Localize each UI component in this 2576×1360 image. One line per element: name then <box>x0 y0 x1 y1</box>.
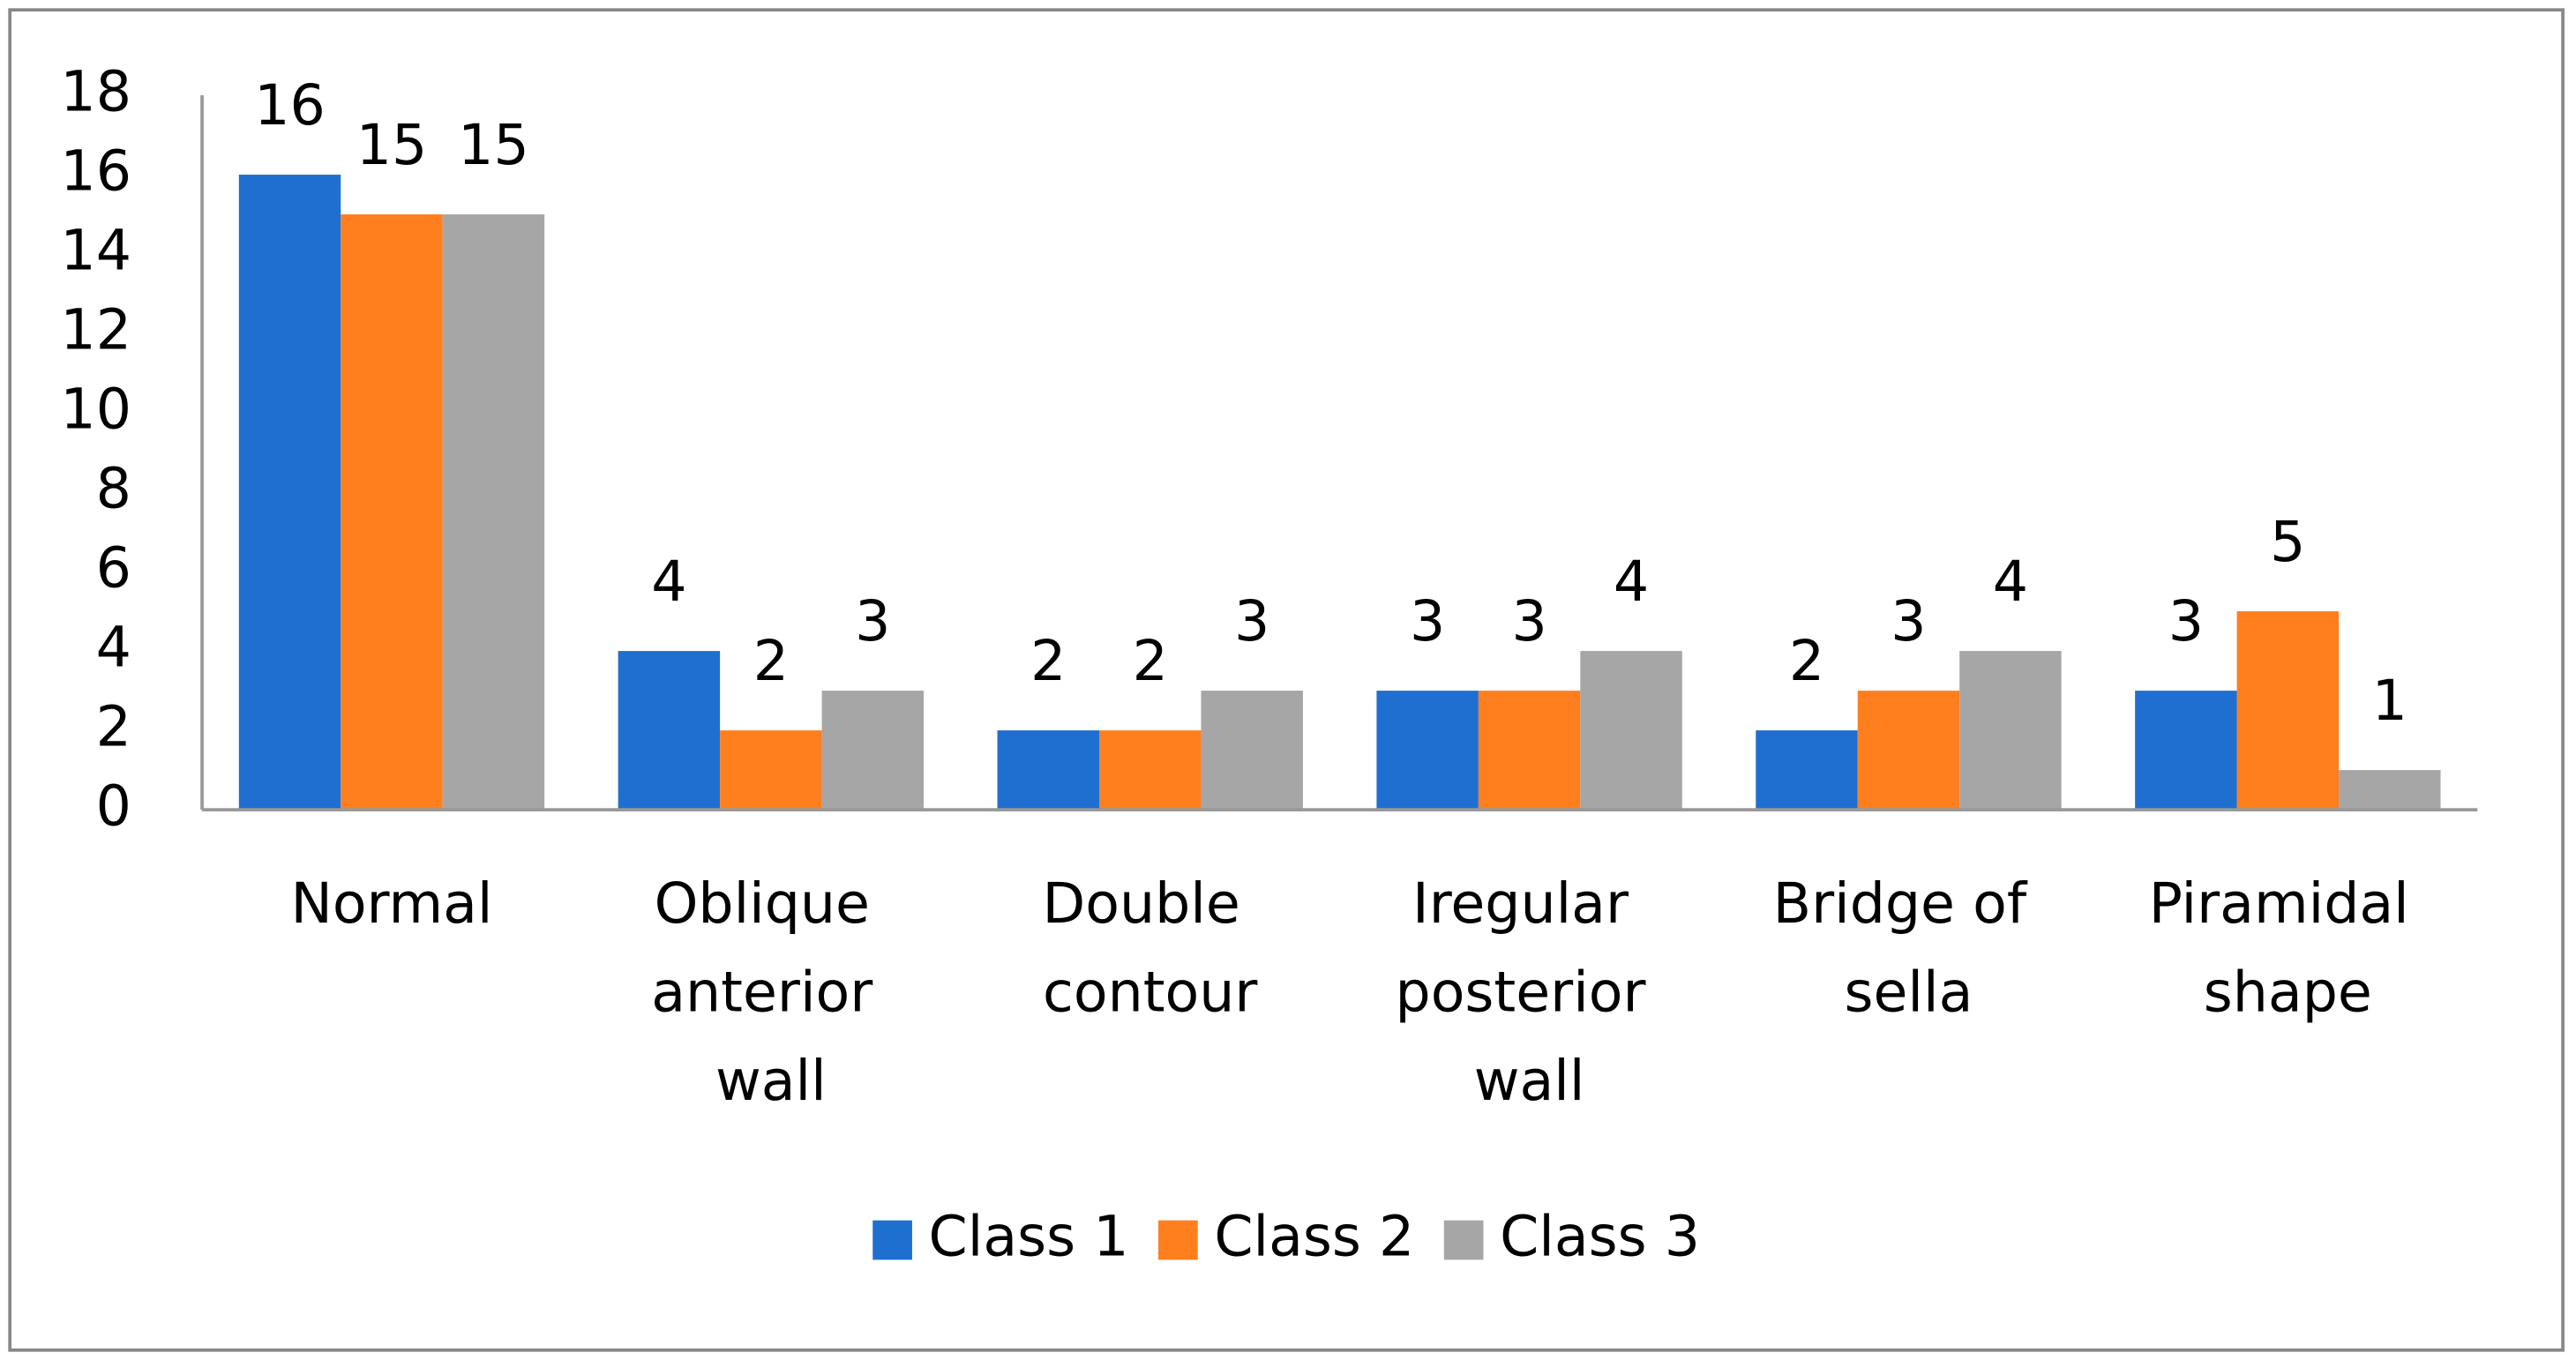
value-label: 1 <box>2372 668 2408 733</box>
x-tick-label: Double contour <box>1043 871 1259 1025</box>
value-label: 3 <box>1410 588 1445 654</box>
value-label: 3 <box>1891 588 1926 654</box>
y-tick-label: 0 <box>96 773 131 839</box>
bar <box>618 651 721 811</box>
y-tick-label: 18 <box>60 59 131 124</box>
bar <box>2236 611 2340 811</box>
bar <box>1959 651 2062 811</box>
value-label: 15 <box>458 112 529 177</box>
bar <box>1857 691 1960 811</box>
legend-label: Class 1 <box>929 1204 1129 1269</box>
value-label: 5 <box>2270 509 2305 574</box>
value-label: 2 <box>1133 628 1168 693</box>
value-label: 3 <box>855 588 890 654</box>
bar <box>2339 770 2441 811</box>
bar <box>1201 691 1303 811</box>
value-label: 3 <box>2168 588 2204 654</box>
bar <box>1098 730 1202 811</box>
y-tick-label: 10 <box>60 377 131 442</box>
y-tick-label: 14 <box>60 218 131 283</box>
y-tick-label: 8 <box>96 456 131 521</box>
legend-label: Class 2 <box>1214 1204 1414 1269</box>
bar <box>1580 651 1682 811</box>
y-tick-label: 16 <box>60 138 131 204</box>
value-label: 15 <box>356 112 428 177</box>
legend-swatch <box>872 1220 912 1260</box>
bar <box>821 691 925 811</box>
x-tick-label: Oblique anterior wall <box>651 871 890 1113</box>
y-tick-label: 6 <box>96 535 131 601</box>
value-label: 3 <box>1511 588 1546 654</box>
x-tick-label: Piramidal shape <box>2149 871 2427 1025</box>
bar <box>2135 691 2237 811</box>
bar <box>997 730 1099 811</box>
legend-swatch <box>1443 1220 1484 1260</box>
legend-swatch <box>1158 1220 1198 1260</box>
bar <box>442 214 545 811</box>
bar <box>238 175 341 811</box>
y-tick-label: 4 <box>96 615 131 680</box>
value-label: 2 <box>753 628 789 693</box>
value-label: 2 <box>1789 628 1824 693</box>
value-label: 4 <box>1993 549 2028 614</box>
y-tick-label: 2 <box>96 694 131 759</box>
x-tick-label: Normal <box>290 871 492 936</box>
bar <box>1376 691 1479 811</box>
y-tick-label: 12 <box>60 297 131 362</box>
x-tick-label: Bridge of sella <box>1773 871 2045 1025</box>
x-tick-label: Iregular posterior wall <box>1396 871 1664 1113</box>
bar <box>341 214 443 811</box>
legend-label: Class 3 <box>1500 1204 1700 1269</box>
value-label: 4 <box>651 549 686 614</box>
bar <box>1756 730 1858 811</box>
bar <box>720 730 822 811</box>
value-label: 3 <box>1234 588 1269 654</box>
value-label: 2 <box>1030 628 1066 693</box>
bar <box>1478 691 1581 811</box>
value-label: 16 <box>254 72 326 138</box>
value-label: 4 <box>1614 549 1649 614</box>
